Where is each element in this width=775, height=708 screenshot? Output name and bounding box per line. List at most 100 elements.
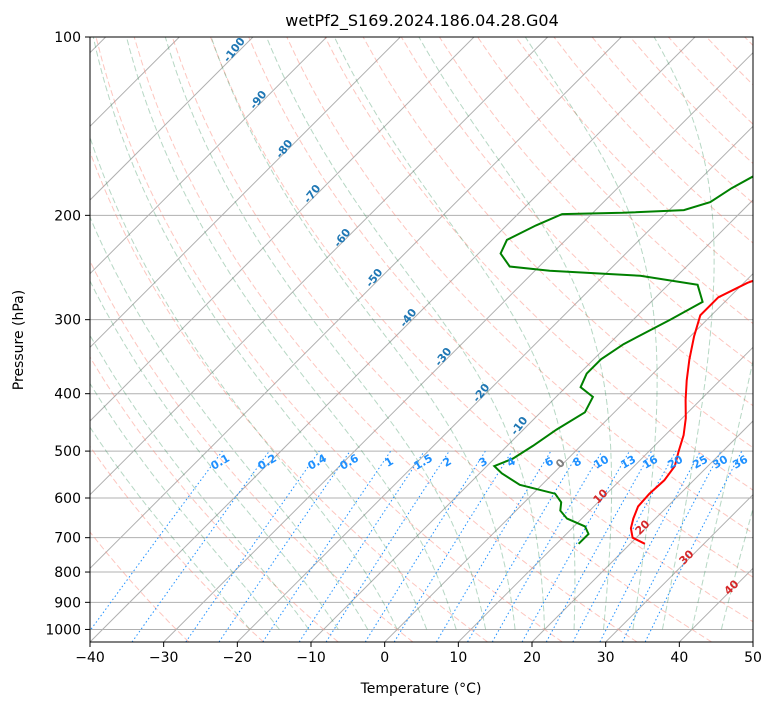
dry-adiabat-line xyxy=(210,37,753,623)
dry-adiabat-line xyxy=(286,37,753,534)
moist-adiabat-label: 40 xyxy=(722,577,742,597)
moist-adiabat-line xyxy=(333,37,576,630)
dry-adiabat-line xyxy=(133,37,638,642)
x-tick-label: −40 xyxy=(75,650,105,666)
dry-adiabat-line xyxy=(90,445,264,642)
dry-adiabat-line xyxy=(477,37,753,325)
mixing-ratio-line xyxy=(218,450,351,642)
isotherm-line xyxy=(90,37,401,349)
mixing-ratio-label: 0.1 xyxy=(209,452,232,473)
dry-adiabat-line xyxy=(90,531,190,642)
moist-adiabat-line xyxy=(164,37,487,630)
mixing-ratio-label: 13 xyxy=(618,453,638,472)
dry-adiabat-line xyxy=(744,37,753,47)
dry-adiabat-label: -40 xyxy=(397,306,420,330)
y-tick-label: 500 xyxy=(54,444,81,460)
isotherm-line xyxy=(90,37,328,275)
dry-adiabat-line xyxy=(706,37,753,86)
moist-adiabat-line xyxy=(653,37,715,630)
moist-adiabat-line xyxy=(90,382,280,630)
dry-adiabat-line xyxy=(248,37,753,578)
y-tick-label: 400 xyxy=(54,387,81,403)
dry-adiabat-line xyxy=(90,356,339,642)
mixing-ratio-label: 0.4 xyxy=(306,451,330,472)
moist-adiabat-line xyxy=(126,37,457,630)
moist-adiabat-label: 20 xyxy=(633,517,653,537)
dry-adiabat-line xyxy=(90,150,488,642)
isotherm-line xyxy=(236,125,753,642)
x-axis: −40 −30 −20 −10 0 10 20 30 40 50 xyxy=(75,642,762,666)
moist-adiabat-line xyxy=(92,37,428,630)
moist-adiabat-label: 30 xyxy=(677,547,697,567)
dewpoint-profile-line xyxy=(492,175,753,545)
x-tick-label: 30 xyxy=(597,650,615,666)
mixing-ratio-label: 2 xyxy=(441,455,454,470)
mixing-ratio-label: 3 xyxy=(477,455,490,470)
x-tick-label: 50 xyxy=(744,650,762,666)
x-tick-label: −10 xyxy=(296,650,326,666)
mixing-ratio-label: 8 xyxy=(571,455,584,470)
dry-adiabat-line xyxy=(400,37,753,407)
isotherm-line xyxy=(90,37,622,570)
y-axis-label: Pressure (hPa) xyxy=(11,290,27,390)
isotherm-line xyxy=(90,37,254,201)
mixing-ratio-line xyxy=(435,450,552,642)
y-tick-label: 300 xyxy=(54,313,81,329)
moist-adiabat-line xyxy=(524,37,658,630)
mixing-ratio-line xyxy=(185,450,320,642)
dry-adiabat-line xyxy=(90,259,414,642)
isotherm-line xyxy=(310,199,753,642)
x-tick-label: 0 xyxy=(380,650,389,666)
y-tick-label: 600 xyxy=(54,491,81,507)
chart-title: wetPf2_S169.2024.186.04.28.G04 xyxy=(285,11,559,31)
isotherm-line xyxy=(605,493,753,642)
mixing-ratio-line xyxy=(521,450,630,642)
plot-frame xyxy=(89,36,754,643)
dry-adiabat-line xyxy=(95,37,563,642)
mixing-ratio-line xyxy=(572,450,677,642)
series-layer xyxy=(492,175,753,545)
isotherm-line xyxy=(752,641,753,642)
moist-adiabat-line xyxy=(691,358,753,630)
dry-adiabat-label: -10 xyxy=(508,414,531,438)
mixing-ratio-line xyxy=(298,450,425,642)
mixing-ratio-label: 1 xyxy=(383,455,396,470)
y-axis: 100 200 300 400 500 600 700 800 900 1000 xyxy=(45,30,90,638)
dry-adiabat-label: -90 xyxy=(247,88,270,112)
mixing-ratio-line xyxy=(90,450,223,632)
y-tick-label: 100 xyxy=(54,30,81,46)
dry-adiabat-line xyxy=(553,37,753,244)
mixing-ratio-label: 0.2 xyxy=(256,452,279,473)
moist-adiabat-line xyxy=(720,506,753,630)
x-tick-label: −20 xyxy=(223,650,253,666)
dry-adiabat-label: -50 xyxy=(363,266,386,290)
y-tick-label: 900 xyxy=(54,595,81,611)
mixing-ratio-label: 30 xyxy=(710,453,730,472)
mixing-ratio-label: 20 xyxy=(665,453,685,472)
mixing-ratio-line xyxy=(599,450,701,642)
isotherm-line xyxy=(531,420,753,642)
line-labels: -100 -90 -80-70 -60 -50 -40 -30 -20 -10 0.1 0.2 0.4… xyxy=(209,35,751,598)
isotherm-line xyxy=(90,37,475,422)
moist-adiabat-line xyxy=(90,215,369,630)
x-tick-label: 40 xyxy=(670,650,688,666)
isotherm-line xyxy=(163,51,753,642)
y-tick-label: 800 xyxy=(54,565,81,581)
y-tick-label: 1000 xyxy=(45,622,81,638)
y-tick-label: 700 xyxy=(54,531,81,547)
isotherm-line xyxy=(457,346,753,642)
moist-adiabat-line xyxy=(266,37,546,630)
mixing-ratio-line xyxy=(325,450,450,642)
isotherm-line xyxy=(384,272,753,642)
dry-adiabat-label: -20 xyxy=(470,381,493,405)
moist-adiabat-line xyxy=(90,426,251,630)
moist-adiabat-line xyxy=(90,135,398,630)
mixing-ratio-line xyxy=(131,450,270,642)
dry-adiabat-line xyxy=(171,37,712,642)
dry-adiabat-line xyxy=(438,37,753,366)
x-tick-label: 20 xyxy=(523,650,541,666)
x-tick-label: 10 xyxy=(449,650,467,666)
x-tick-label: −30 xyxy=(149,650,179,666)
dry-adiabat-label: -80 xyxy=(273,137,296,161)
